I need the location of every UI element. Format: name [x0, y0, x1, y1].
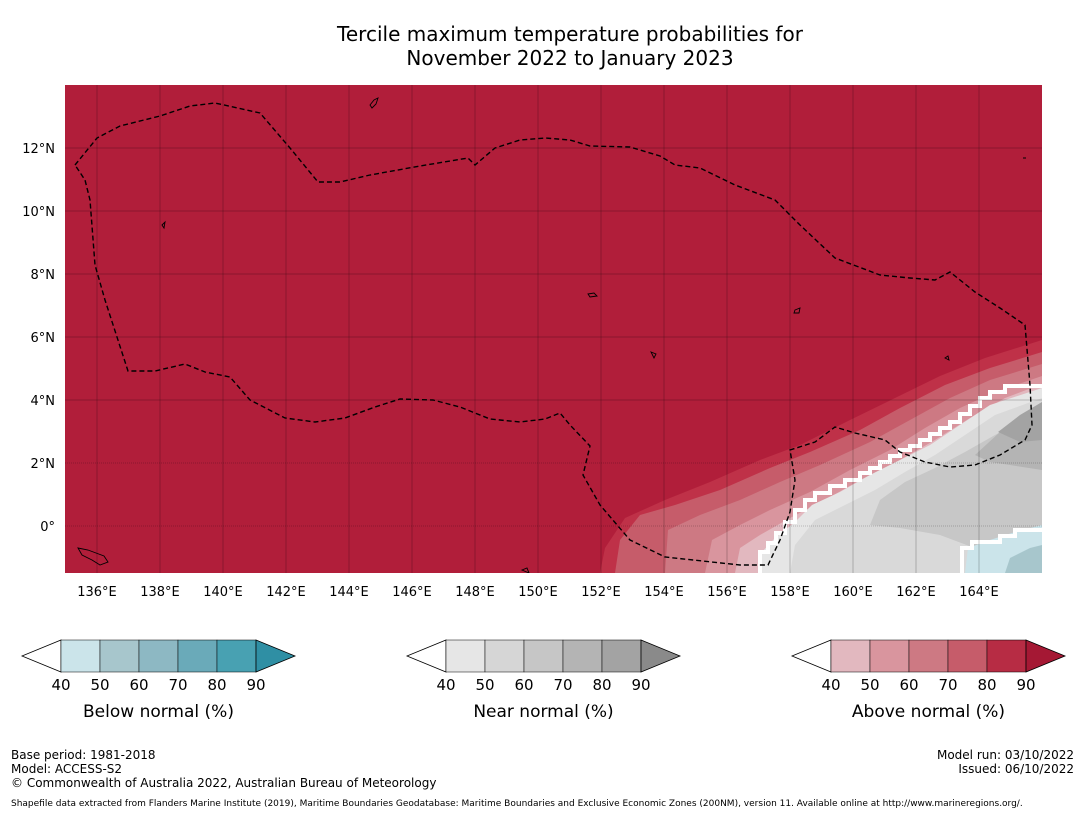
tercile-boundary-line	[758, 384, 1042, 573]
colorbar-tick-label: 90	[1016, 676, 1035, 694]
colorbar-segment	[986, 639, 1027, 673]
footer-left: Base period: 1981-2018 Model: ACCESS-S2 …	[11, 748, 436, 790]
issued-date: Issued: 06/10/2022	[958, 762, 1074, 776]
colorbar-segment	[601, 639, 642, 673]
lon-label: 164°E	[959, 585, 999, 600]
near-normal-80-region	[998, 402, 1042, 442]
colorbar-tick-label: 40	[436, 676, 455, 694]
chart-title: Tercile maximum temperature probabilitie…	[0, 22, 1085, 70]
colorbar-tick-label: 70	[168, 676, 187, 694]
colorbar-tick-label: 80	[592, 676, 611, 694]
lon-label: 136°E	[77, 585, 117, 600]
colorbar-label: Below normal (%)	[83, 702, 234, 722]
colorbar-tick-label: 40	[821, 676, 840, 694]
colorbar-segment	[445, 639, 486, 673]
below-normal-50-region	[1005, 545, 1042, 573]
colorbar-min-extend	[20, 639, 62, 673]
colorbar-tick-label: 90	[246, 676, 265, 694]
base-period: Base period: 1981-2018	[11, 748, 156, 762]
colorbar-segment	[830, 639, 871, 673]
colorbar-tick-label: 60	[899, 676, 918, 694]
colorbar-below: 40 50 60 70 80 90 Below normal (%)	[20, 639, 297, 722]
colorbar-tick-label: 50	[475, 676, 494, 694]
colorbar-tick-label: 80	[977, 676, 996, 694]
colorbar-tick-label: 60	[129, 676, 148, 694]
lon-label: 148°E	[455, 585, 495, 600]
longitude-labels: 136°E 138°E 140°E 142°E 144°E 146°E 148°…	[77, 585, 999, 600]
colorbar-tick-label: 70	[938, 676, 957, 694]
lon-label: 160°E	[833, 585, 873, 600]
colorbar-segment	[99, 639, 140, 673]
shapefile-credit: Shapefile data extracted from Flanders M…	[11, 799, 1023, 809]
model-run: Model run: 03/10/2022	[936, 748, 1074, 762]
colorbar-tick-label: 90	[631, 676, 650, 694]
lat-label: 6°N	[31, 331, 56, 346]
colorbar-segment	[947, 639, 988, 673]
lon-label: 158°E	[770, 585, 810, 600]
lon-label: 154°E	[644, 585, 684, 600]
colorbar-tick-label: 80	[207, 676, 226, 694]
colorbar-min-extend	[405, 639, 447, 673]
colorbar-segment	[908, 639, 949, 673]
colorbar-tick-label: 50	[90, 676, 109, 694]
lon-label: 152°E	[581, 585, 621, 600]
lon-label: 146°E	[392, 585, 432, 600]
colorbar-segment	[523, 639, 564, 673]
colorbar-segment	[562, 639, 603, 673]
colorbar-segment	[177, 639, 218, 673]
title-line-1: Tercile maximum temperature probabilitie…	[337, 22, 803, 46]
colorbar-segment	[60, 639, 101, 673]
below-normal-boundary-line	[960, 528, 1042, 573]
copyright: © Commonwealth of Australia 2022, Austra…	[11, 776, 437, 790]
lon-label: 162°E	[896, 585, 936, 600]
lat-label: 4°N	[31, 394, 56, 409]
colorbar-max-extend	[1025, 639, 1067, 673]
colorbar-above: 40 50 60 70 80 90 Above normal (%)	[790, 639, 1067, 722]
colorbar-segment	[484, 639, 525, 673]
lat-label: 0°	[40, 520, 55, 535]
colorbar-tick-label: 60	[514, 676, 533, 694]
lat-label: 10°N	[22, 205, 55, 220]
lon-label: 142°E	[266, 585, 306, 600]
model-name: Model: ACCESS-S2	[11, 762, 123, 776]
colorbar-tick-label: 50	[860, 676, 879, 694]
colorbar-max-extend	[255, 639, 297, 673]
eez-boundary	[74, 102, 1033, 566]
lat-label: 12°N	[22, 142, 55, 157]
map-area	[65, 85, 1042, 573]
colorbar-min-extend	[790, 639, 832, 673]
colorbar-segment	[869, 639, 910, 673]
colorbar-near: 40 50 60 70 80 90 Near normal (%)	[405, 639, 682, 722]
grid-lines	[65, 85, 1042, 573]
colorbar-max-extend	[640, 639, 682, 673]
colorbar-label: Near normal (%)	[473, 702, 613, 722]
lon-label: 150°E	[518, 585, 558, 600]
colorbar-tick-label: 70	[553, 676, 572, 694]
islands	[77, 97, 1026, 573]
colorbar-tick-label: 40	[51, 676, 70, 694]
footer-right: Model run: 03/10/2022 Issued: 06/10/2022	[937, 748, 1074, 776]
lon-label: 144°E	[329, 585, 369, 600]
lon-label: 138°E	[140, 585, 180, 600]
title-line-2: November 2022 to January 2023	[406, 46, 734, 70]
colorbar-label: Above normal (%)	[852, 702, 1005, 722]
colorbar-segment	[138, 639, 179, 673]
lat-label: 2°N	[31, 457, 56, 472]
colorbar-segment	[216, 639, 257, 673]
lon-label: 140°E	[203, 585, 243, 600]
colorbars: 40 50 60 70 80 90 Below normal (%) 40 50 60 70 80 90…	[20, 639, 1067, 722]
lon-label: 156°E	[707, 585, 747, 600]
lat-label: 8°N	[31, 268, 56, 283]
latitude-labels: 12°N 10°N 8°N 6°N 4°N 2°N 0°	[22, 142, 55, 535]
